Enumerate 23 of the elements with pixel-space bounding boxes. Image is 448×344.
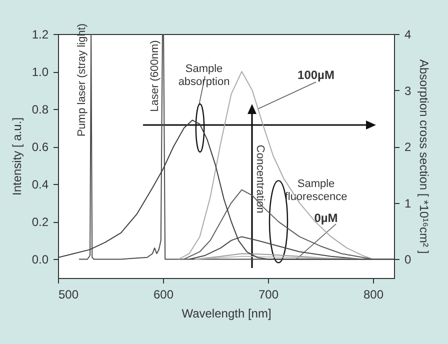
y-tick-label: 0.6 bbox=[32, 140, 49, 154]
annotation: 100µM bbox=[298, 68, 334, 82]
y2-axis-title: Absorption cross section [ *10¹⁶cm² ] bbox=[417, 59, 432, 254]
y-axis-title: Intensity [ a.u.] bbox=[10, 117, 24, 196]
x-axis-title: Wavelength [nm] bbox=[182, 306, 272, 320]
x-tick-label: 600 bbox=[153, 288, 174, 302]
annotation: Laser (600nm) bbox=[149, 40, 161, 112]
y2-tick-label: 0 bbox=[404, 252, 412, 267]
y2-tick-label: 1 bbox=[404, 196, 412, 210]
y2-tick-label: 2 bbox=[404, 140, 412, 154]
y-tick-label: 0.4 bbox=[32, 178, 49, 192]
y-tick-label: 0.2 bbox=[32, 215, 49, 230]
y-tick-label: 0.0 bbox=[32, 252, 49, 267]
y2-tick-label: 3 bbox=[404, 84, 412, 98]
y-tick-label: 1.0 bbox=[32, 65, 49, 80]
x-tick-label: 800 bbox=[363, 288, 384, 302]
y2-tick-label: 4 bbox=[404, 28, 412, 42]
annotation: 0µM bbox=[314, 211, 338, 225]
y-tick-label: 1.2 bbox=[32, 28, 49, 42]
y-tick-label: 0.8 bbox=[32, 102, 49, 117]
annotation: Concentration bbox=[254, 144, 266, 214]
x-tick-label: 500 bbox=[58, 288, 79, 302]
x-tick-label: 700 bbox=[258, 288, 279, 302]
